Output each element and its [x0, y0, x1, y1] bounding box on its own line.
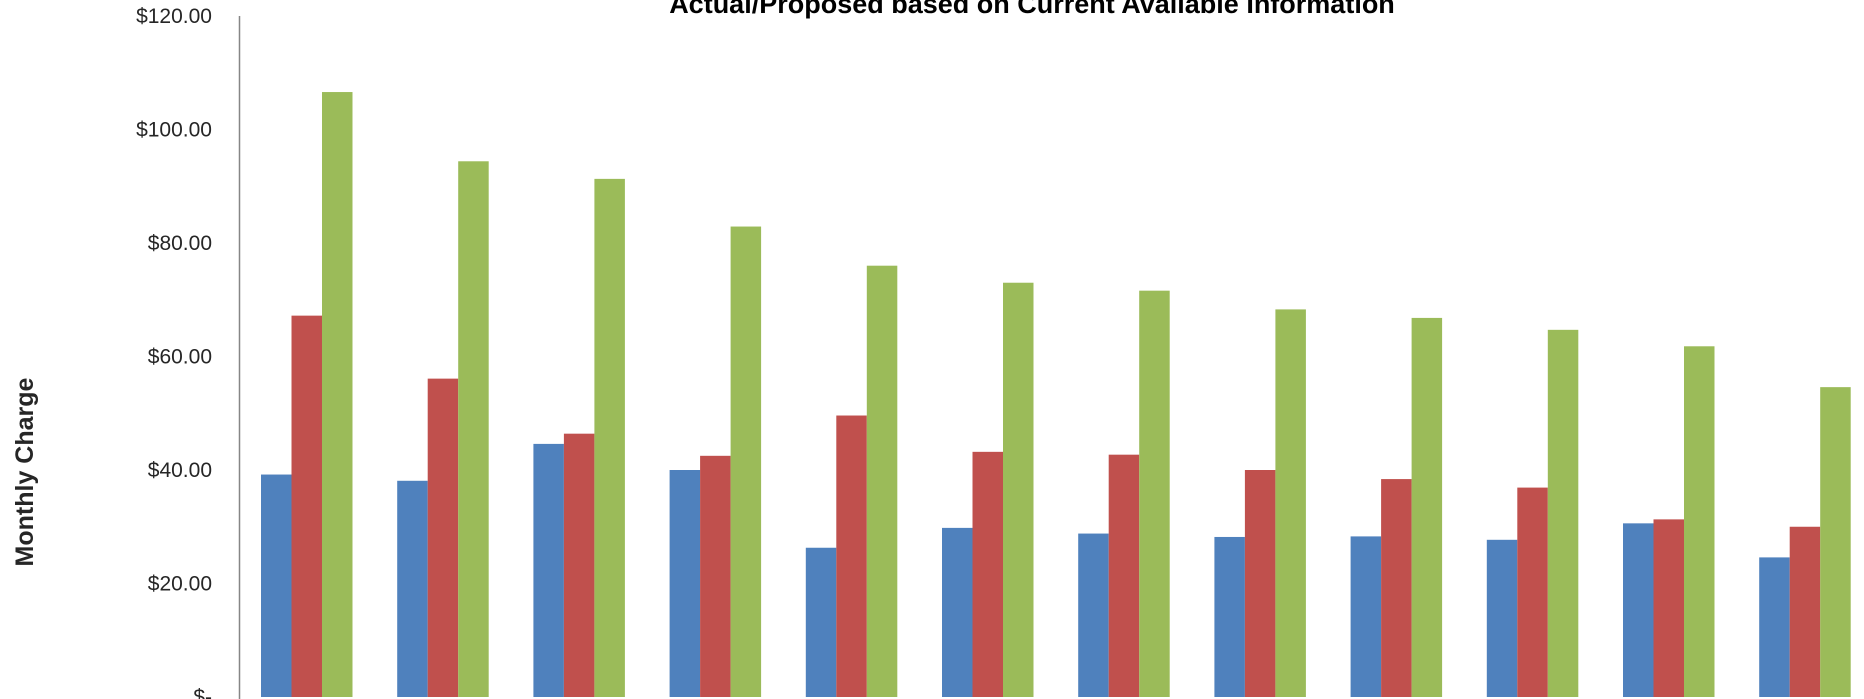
y-tick-label: $80.00 — [148, 232, 212, 255]
bar — [397, 480, 428, 697]
y-tick-label: $20.00 — [148, 573, 212, 596]
y-tick-label: $- — [193, 686, 212, 699]
bar — [1108, 454, 1140, 697]
bar-group — [942, 282, 1034, 697]
bar — [1684, 346, 1715, 697]
bar — [1820, 387, 1851, 697]
bar-group — [261, 92, 353, 698]
bar-group — [1350, 317, 1443, 697]
bar — [1275, 309, 1306, 697]
bar-group — [805, 265, 898, 697]
y-tick-label: $100.00 — [136, 119, 212, 142]
bar-group — [533, 178, 625, 697]
y-tick-label: $60.00 — [148, 346, 212, 369]
bar — [942, 527, 973, 697]
bar-group — [397, 161, 489, 697]
y-tick-label: $120.00 — [136, 5, 212, 28]
bar — [1759, 557, 1790, 697]
bar — [669, 470, 701, 697]
bar-group — [1759, 387, 1851, 697]
bar — [1139, 290, 1170, 697]
bar — [1547, 329, 1579, 697]
bar — [261, 474, 292, 697]
bar — [1003, 282, 1034, 697]
bar — [1623, 523, 1654, 697]
bar — [533, 443, 564, 697]
bar — [1381, 479, 1412, 697]
bars — [261, 92, 1851, 698]
bar — [458, 161, 489, 697]
y-axis-title: Monthly Charge — [11, 377, 39, 566]
bar — [427, 378, 459, 697]
bar-group — [1623, 346, 1715, 697]
bar — [866, 265, 898, 697]
bar — [836, 415, 867, 697]
bar — [1244, 470, 1276, 697]
bar — [563, 433, 595, 697]
bar — [972, 451, 1003, 697]
bar — [1653, 519, 1684, 697]
bar — [1078, 533, 1109, 697]
bar-group — [669, 226, 762, 698]
bar — [322, 92, 353, 698]
bar — [594, 178, 625, 697]
chart-title: Actual/Proposed based on Current Availab… — [669, 0, 1395, 19]
bar — [1486, 539, 1518, 697]
bar — [1411, 317, 1443, 697]
bar — [1517, 487, 1548, 697]
bar-group — [1078, 290, 1170, 697]
bar-group — [1214, 309, 1306, 697]
bar-group — [1486, 329, 1579, 697]
bar — [805, 547, 837, 697]
y-tick-label: $40.00 — [148, 459, 212, 482]
bar — [291, 315, 322, 697]
y-axis-ticks: $120.00 $100.00 $80.00 $60.00 $40.00 $20.00 $- — [136, 5, 212, 699]
bar — [730, 226, 762, 698]
bar — [1214, 536, 1245, 697]
bar — [700, 455, 731, 697]
bar — [1789, 526, 1821, 697]
bar — [1350, 536, 1382, 697]
